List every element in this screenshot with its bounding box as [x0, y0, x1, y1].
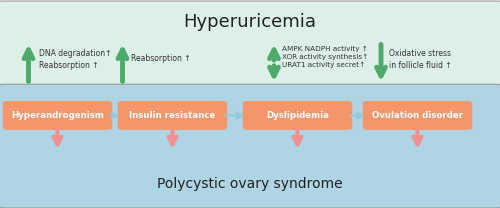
Text: Oxidative stress
in follicle fluid ↑: Oxidative stress in follicle fluid ↑	[389, 49, 452, 70]
FancyBboxPatch shape	[242, 101, 352, 130]
Text: Hyperuricemia: Hyperuricemia	[184, 13, 316, 31]
FancyBboxPatch shape	[3, 101, 112, 130]
Text: Insulin resistance: Insulin resistance	[130, 111, 216, 120]
FancyBboxPatch shape	[0, 84, 500, 208]
FancyBboxPatch shape	[362, 101, 472, 130]
Text: DNA degradation↑
Reabsorption ↑: DNA degradation↑ Reabsorption ↑	[39, 49, 112, 70]
Text: Hyperandrogenism: Hyperandrogenism	[11, 111, 104, 120]
Text: Polycystic ovary syndrome: Polycystic ovary syndrome	[157, 177, 343, 191]
Text: AMPK NADPH activity ↑
XOR activity synthesis↑
URAT1 activity secret↑: AMPK NADPH activity ↑ XOR activity synth…	[282, 46, 368, 68]
Text: Dyslipidemia: Dyslipidemia	[266, 111, 329, 120]
Text: Ovulation disorder: Ovulation disorder	[372, 111, 463, 120]
FancyBboxPatch shape	[118, 101, 227, 130]
Text: Reabsorption ↑: Reabsorption ↑	[131, 54, 190, 63]
